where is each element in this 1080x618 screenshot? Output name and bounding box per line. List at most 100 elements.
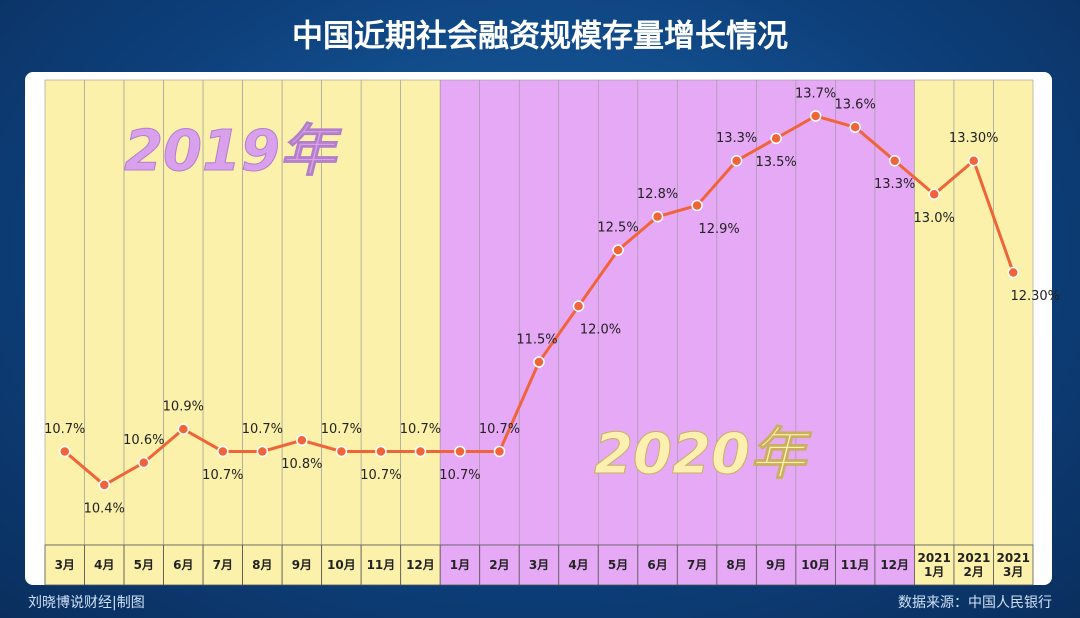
tick-cell — [755, 544, 797, 586]
plot: 10.7% 10.4% 10.6% 10.9% 10.7% 10.7% 10.8% 10.7%… — [44, 87, 1060, 517]
x-tick-label: 7月 — [212, 558, 234, 572]
point — [256, 445, 269, 458]
columns — [44, 79, 1034, 586]
tick-cell — [202, 544, 244, 586]
value-label: 12.8% — [637, 187, 678, 202]
value-label: 10.7% — [400, 422, 441, 437]
column-bg — [202, 79, 243, 546]
x-tick-label: 3月 — [54, 558, 75, 572]
credit: 刘晓博说财经|制图 — [28, 594, 145, 611]
column-bg — [637, 79, 678, 546]
value-label: 10.7% — [242, 422, 283, 437]
column-bg — [242, 79, 283, 546]
point — [177, 423, 190, 435]
column-bg — [281, 79, 322, 546]
column-bg — [439, 79, 481, 546]
column-bg — [953, 79, 994, 546]
point — [612, 244, 624, 256]
point — [691, 199, 703, 212]
point — [375, 445, 387, 458]
value-label: 13.3% — [716, 131, 757, 146]
x-tick-label: 2021 1月 — [917, 551, 951, 579]
value-label: 13.0% — [914, 211, 955, 226]
source: 数据来源：中国人民银行 — [898, 595, 1052, 611]
point — [809, 110, 822, 122]
value-label: 10.7% — [439, 468, 480, 483]
column-bg — [597, 79, 639, 546]
x-tick-label: 5月 — [607, 558, 629, 572]
value-label: 10.8% — [281, 457, 322, 472]
x-tick-label: 12月 — [406, 558, 435, 572]
value-label: 12.5% — [597, 221, 638, 236]
column-bg — [677, 79, 718, 546]
tick-cell — [558, 544, 599, 586]
tick-cell — [835, 544, 876, 586]
value-label: 13.7% — [795, 87, 836, 102]
point — [414, 445, 427, 458]
column-bg — [558, 79, 599, 546]
x-tick-label: 9月 — [291, 558, 313, 572]
tick-cell — [281, 544, 323, 586]
point — [928, 188, 940, 201]
point — [335, 445, 348, 458]
point — [888, 154, 901, 167]
year-annotation: 2019年 — [124, 119, 342, 184]
x-tick-label: 10月 — [327, 558, 356, 572]
x-tick-label: 8月 — [726, 558, 747, 572]
x-tick-label: 8月 — [252, 558, 273, 572]
x-tick-label: 2021 2月 — [957, 551, 991, 579]
tick-cell — [597, 544, 639, 586]
point — [493, 445, 506, 458]
column-bg — [518, 79, 560, 546]
x-tick-label: 4月 — [94, 558, 115, 572]
x-tick-label: 10月 — [801, 558, 830, 572]
value-label: 12.9% — [698, 222, 739, 237]
column-bg — [835, 79, 876, 546]
tick-cell — [993, 544, 1034, 586]
tick-cell — [637, 544, 678, 586]
tick-cell — [242, 544, 283, 586]
x-tick-label: 5月 — [133, 558, 154, 572]
point — [296, 434, 308, 447]
value-label: 13.3% — [874, 177, 915, 192]
chart-title: 中国近期社会融资规模存量增长情况 — [292, 19, 788, 55]
value-label: 13.6% — [835, 98, 876, 113]
x-tick-label: 6月 — [647, 558, 668, 572]
column-bg — [993, 79, 1034, 546]
x-tick-label: 2021 3月 — [996, 551, 1030, 579]
tick-cell — [953, 544, 994, 586]
point — [572, 300, 585, 312]
value-label: 10.7% — [321, 422, 362, 437]
x-tick-label: 12月 — [880, 558, 910, 572]
x-tick-label: 6月 — [173, 558, 194, 572]
value-label: 13.30% — [949, 131, 999, 146]
tick-cell — [874, 544, 915, 586]
tick-cell — [123, 544, 164, 586]
value-label: 12.30% — [1010, 289, 1060, 304]
x-tick-label: 4月 — [568, 558, 589, 572]
point — [849, 121, 861, 133]
point — [533, 356, 545, 368]
tick-cell — [914, 544, 955, 586]
column-bg — [321, 79, 362, 546]
year-annotation: 2020年 — [594, 422, 812, 487]
value-label: 11.5% — [516, 333, 557, 348]
point — [967, 154, 980, 167]
value-label: 10.7% — [202, 468, 243, 483]
value-label: 10.7% — [479, 422, 520, 437]
column-bg — [400, 79, 441, 546]
point — [138, 456, 150, 469]
x-tick-label: 11月 — [840, 558, 870, 572]
x-tick-label: 7月 — [686, 558, 708, 572]
point — [651, 210, 664, 223]
point — [454, 445, 466, 458]
column-bg — [479, 79, 520, 546]
tick-cell — [163, 544, 204, 586]
value-label: 10.6% — [123, 433, 164, 448]
value-label: 10.7% — [360, 468, 401, 483]
value-label: 10.9% — [163, 400, 204, 415]
x-tick-label: 3月 — [528, 558, 550, 572]
point — [217, 445, 229, 458]
tick-cell — [479, 544, 520, 586]
